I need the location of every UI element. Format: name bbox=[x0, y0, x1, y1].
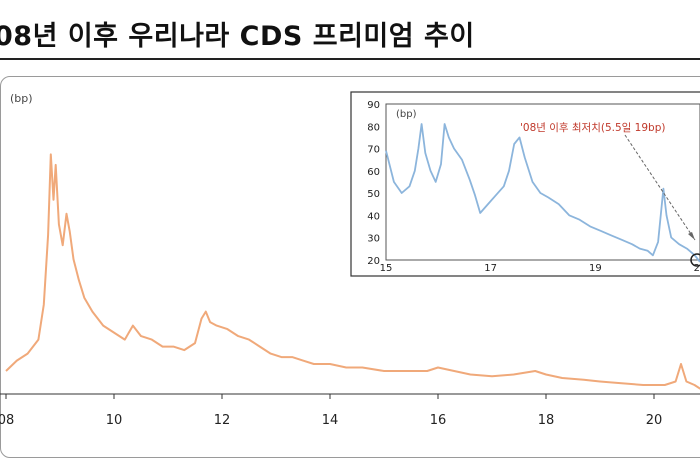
inset-x-tick-label: 15 bbox=[380, 263, 393, 274]
inset-y-tick-label: 40 bbox=[367, 211, 380, 222]
main-x-tick-label: 10 bbox=[106, 413, 123, 428]
inset-border bbox=[350, 91, 700, 277]
inset-plot-area bbox=[385, 103, 700, 261]
annotation-arrowhead bbox=[688, 232, 695, 240]
main-x-tick-label: 14 bbox=[322, 413, 339, 428]
main-x-tick-label: 16 bbox=[430, 413, 447, 428]
cds-premium-chart: (bp) 08 10 12 14 16 18 20 (bp) 20 30 40 50 60 70 80 9… bbox=[0, 91, 700, 428]
chart-title: 08년 이후 우리나라 CDS 프리미엄 추이 bbox=[0, 21, 475, 52]
inset-y-ticks: 20 30 40 50 60 70 80 90 bbox=[367, 100, 380, 267]
main-x-tick-label: 18 bbox=[538, 413, 555, 428]
inset-y-tick-label: 30 bbox=[367, 234, 380, 245]
inset-y-tick-label: 20 bbox=[367, 256, 380, 267]
title-underline bbox=[0, 58, 700, 60]
main-unit-label: (bp) bbox=[10, 92, 33, 105]
inset-x-tick-label: 21 bbox=[694, 263, 700, 274]
main-x-tick-label: 20 bbox=[646, 413, 663, 428]
inset-annotation-label: '08년 이후 최저치(5.5일 19bp) bbox=[520, 121, 665, 134]
lowest-point-marker bbox=[690, 253, 700, 267]
inset-series-line bbox=[385, 123, 700, 263]
inset-chart: (bp) 20 30 40 50 60 70 80 90 15 17 19 21 '08년 이후 최… bbox=[350, 91, 700, 277]
annotation-arrow bbox=[624, 134, 696, 241]
inset-x-tick-label: 19 bbox=[589, 263, 602, 274]
inset-unit-label: (bp) bbox=[396, 109, 417, 120]
main-series-line bbox=[5, 153, 700, 390]
main-x-ticks: 08 10 12 14 16 18 20 bbox=[0, 393, 700, 428]
main-chart: (bp) 08 10 12 14 16 18 20 bbox=[0, 92, 700, 428]
main-x-tick-label: 08 bbox=[0, 413, 14, 428]
inset-y-tick-label: 90 bbox=[367, 100, 380, 111]
inset-y-tick-label: 50 bbox=[367, 189, 380, 200]
inset-y-tick-label: 60 bbox=[367, 167, 380, 178]
inset-y-tick-label: 70 bbox=[367, 145, 380, 156]
inset-y-tick-label: 80 bbox=[367, 122, 380, 133]
inset-x-ticks: 15 17 19 21 bbox=[380, 263, 700, 274]
inset-x-tick-label: 17 bbox=[484, 263, 497, 274]
main-x-tick-label: 12 bbox=[214, 413, 231, 428]
